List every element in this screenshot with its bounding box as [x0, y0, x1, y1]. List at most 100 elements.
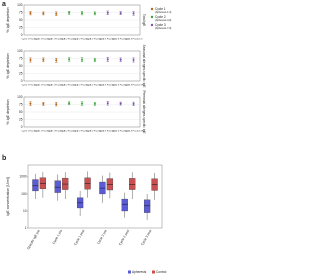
- y-tick-label: 0: [21, 33, 23, 37]
- x-tick-label: Cycle 2 Fraction 3: [86, 130, 104, 133]
- legend-note: (Apheresis 1-3): [155, 11, 172, 14]
- x-tick-label: Cycle 2 pre: [96, 229, 108, 245]
- y-tick-label: 0: [21, 79, 23, 83]
- point: [119, 102, 122, 105]
- y-tick-label: 100: [17, 3, 23, 7]
- y-tick-label: 50: [19, 110, 23, 114]
- legend-note: (Apheresis 7-9): [155, 27, 172, 30]
- x-tick-label: Cycle 1 Fraction 1: [22, 38, 40, 41]
- legend-note: (Apheresis 4-6): [155, 19, 172, 22]
- panel-label: b: [2, 155, 6, 162]
- point: [42, 12, 45, 15]
- y-tick-label: 25: [19, 25, 23, 29]
- point: [68, 58, 71, 61]
- point: [29, 102, 32, 105]
- legend-label: Cycle 1: [155, 7, 166, 11]
- x-tick-label: Cycle 2 Fraction 3: [86, 38, 104, 41]
- y-tick-label: 50: [19, 64, 23, 68]
- side-label: Seasonal allergen-specific IgE: [142, 45, 146, 88]
- point: [106, 102, 109, 105]
- y-tick-label: 1000: [19, 175, 26, 179]
- point: [106, 11, 109, 14]
- point: [132, 59, 135, 61]
- y-tick-label: 100: [21, 192, 27, 196]
- y-tick-label: 25: [19, 71, 23, 75]
- x-tick-label: Cycle 1 Fraction 2: [35, 38, 53, 41]
- side-label: Total IgE: [142, 14, 146, 26]
- x-tick-label: Cycle 3 Fraction 2: [112, 84, 130, 87]
- x-tick-label: Cycle 2 Fraction 1: [60, 38, 78, 41]
- x-tick-label: Cycle 2 post: [118, 229, 130, 246]
- y-tick-label: 1: [25, 226, 27, 230]
- legend-marker: [150, 7, 154, 11]
- side-label: Perennial allergen-specific IgE: [142, 90, 146, 133]
- x-tick-label: Cycle 3 Fraction 2: [112, 130, 130, 133]
- point: [81, 12, 83, 15]
- box: [32, 179, 39, 192]
- y-tick-label: 75: [19, 10, 23, 14]
- y-tick-label: 75: [19, 56, 23, 60]
- point: [29, 12, 32, 15]
- x-tick-label: Cycle 2 Fraction 2: [73, 38, 91, 41]
- y-axis-label: IgE concentration [U/ml]: [6, 177, 10, 215]
- x-tick-label: Cycle 1 post: [73, 229, 85, 246]
- x-tick-label: Cycle 1 Fraction 2: [35, 130, 53, 133]
- x-tick-label: Cycle 3 Fraction 1: [99, 84, 117, 87]
- legend-marker: [150, 23, 154, 27]
- y-tick-label: 100: [17, 95, 23, 99]
- point: [119, 12, 122, 15]
- point: [55, 12, 58, 15]
- point: [81, 102, 83, 105]
- x-tick-label: Cycle 3 Fraction 1: [99, 130, 117, 133]
- point: [132, 12, 135, 15]
- x-tick-label: Cycle 3 Fraction 2: [112, 38, 130, 41]
- x-tick-label: Cycle 1 Fraction 2: [35, 84, 53, 87]
- x-tick-label: Cycle 1 Fraction 3: [47, 130, 65, 133]
- legend-swatch: [128, 270, 131, 274]
- x-tick-label: Cycle 1 Fraction 1: [22, 84, 40, 87]
- x-tick-label: Cycle 2 Fraction 2: [73, 130, 91, 133]
- x-tick-label: Cycle 1 Fraction 3: [47, 38, 65, 41]
- x-tick-label: Cycle 2 Fraction 3: [86, 84, 104, 87]
- y-tick-label: 25: [19, 117, 23, 121]
- x-tick-label: Cycle 2 Fraction 2: [73, 84, 91, 87]
- legend-label: Cycle 2: [155, 15, 166, 19]
- x-tick-label: Cycle 3 Fraction 1: [99, 38, 117, 41]
- box: [143, 199, 151, 213]
- panel-label: a: [2, 1, 6, 8]
- y-tick-label: 50: [19, 18, 23, 22]
- point: [29, 59, 32, 61]
- box: [54, 180, 61, 193]
- x-tick-label: Cycle 1 Fraction 3: [47, 84, 65, 87]
- x-tick-label: Cycle 1 Fraction 1: [22, 130, 40, 133]
- box: [39, 177, 47, 189]
- plot-frame: [23, 50, 141, 82]
- point: [81, 58, 83, 61]
- point: [68, 102, 71, 105]
- legend-label: Apheresis: [132, 270, 147, 274]
- plot-frame: [27, 164, 163, 229]
- point: [42, 102, 45, 105]
- point: [93, 12, 96, 15]
- y-tick-label: 0: [21, 125, 23, 129]
- box: [129, 178, 136, 190]
- y-axis-label: % IgE depletion: [6, 53, 10, 78]
- y-tick-label: 100: [17, 49, 23, 53]
- point: [106, 58, 109, 61]
- x-tick-label: Cycle 3 Fraction 3: [125, 38, 143, 41]
- x-tick-label: Cycle 2 Fraction 1: [60, 84, 78, 87]
- plot-frame: [23, 4, 141, 36]
- legend-label: Control: [156, 270, 167, 274]
- x-tick-label: Cycle 2 Fraction 1: [60, 130, 78, 133]
- point: [132, 102, 135, 105]
- x-tick-label: Cycle 3 Fraction 3: [125, 84, 143, 87]
- point: [119, 58, 122, 61]
- box: [121, 198, 128, 212]
- figure: a% IgE depletion Total IgE0255075100Cycle…: [2, 1, 172, 274]
- point: [68, 11, 71, 14]
- x-tick-label: Cycle 1 pre: [52, 229, 64, 245]
- y-axis-label: % IgE depletion: [6, 99, 10, 124]
- point: [55, 103, 58, 106]
- y-tick-label: 10: [23, 209, 27, 213]
- y-axis-label: % IgE depletion: [6, 7, 10, 32]
